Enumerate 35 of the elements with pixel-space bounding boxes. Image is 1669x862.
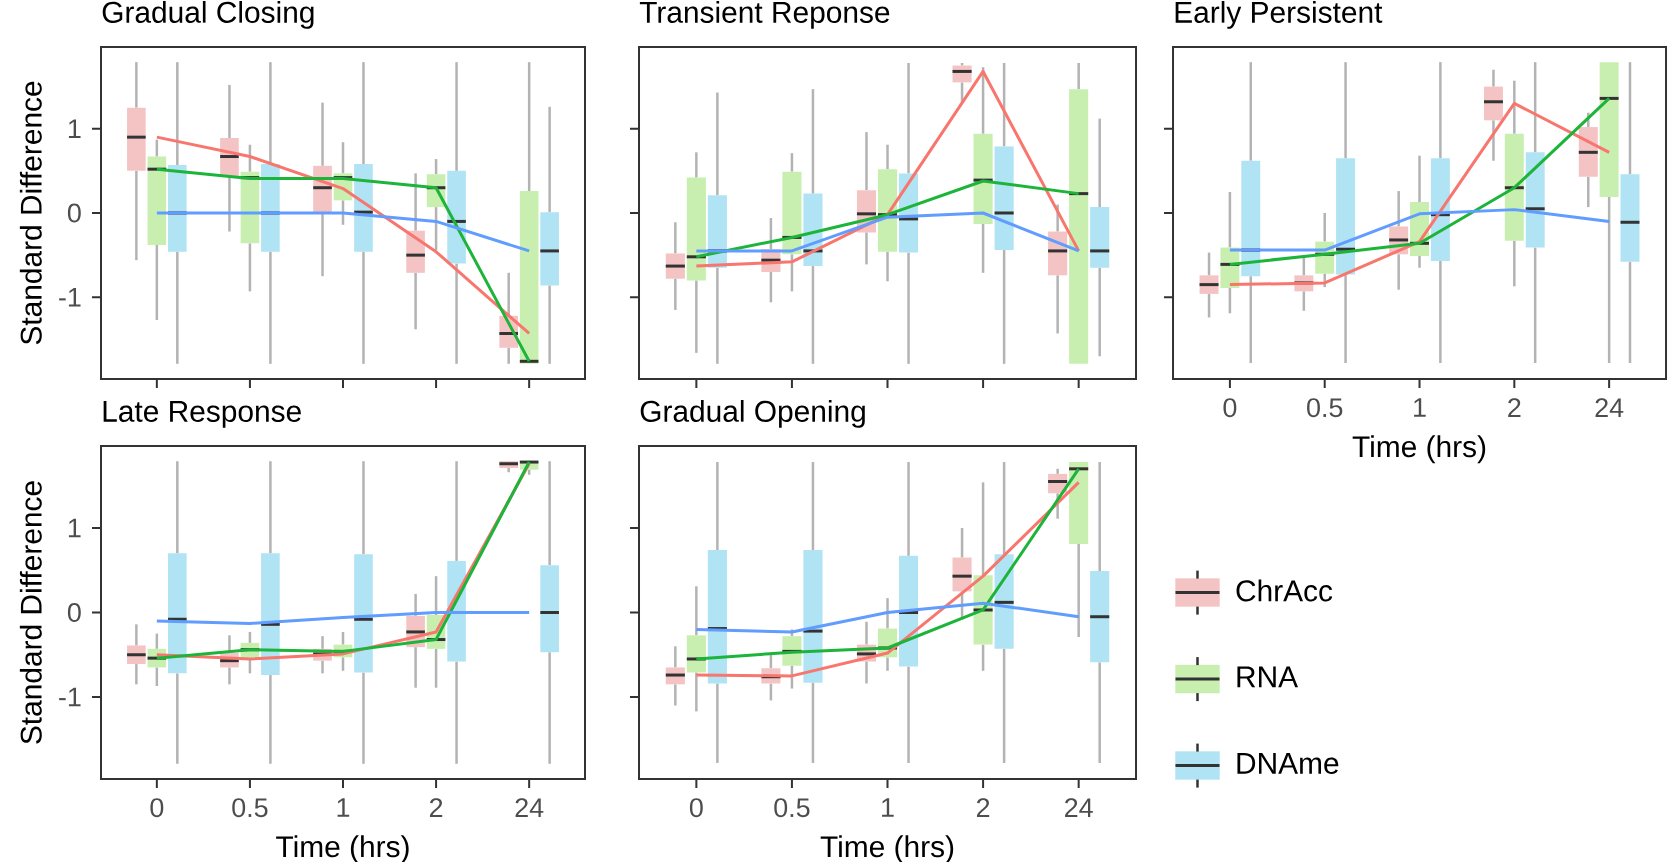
chart-title: Late Response bbox=[103, 401, 301, 428]
legend-label: RNA bbox=[1237, 666, 1299, 688]
x-tick-label: 0.5 bbox=[774, 798, 810, 818]
legend-label: DNAme bbox=[1237, 753, 1339, 774]
line-series bbox=[155, 135, 531, 335]
chart-title: Gradual Opening bbox=[640, 400, 865, 428]
x-tick-label: 0.5 bbox=[1307, 398, 1343, 418]
x-axis-title: Time (hrs) bbox=[1352, 435, 1486, 464]
y-tick-label: -1 bbox=[59, 288, 81, 307]
x-tick-label: 0 bbox=[1223, 398, 1237, 418]
y-tick-label: 1 bbox=[68, 119, 81, 138]
line-series bbox=[155, 611, 531, 625]
x-tick-label: 2 bbox=[1508, 398, 1521, 417]
y-axis-title: Standard Difference bbox=[19, 481, 42, 744]
chart-title: Early Persistent bbox=[1175, 1, 1383, 29]
x-tick-label: 1 bbox=[882, 798, 894, 817]
line-series bbox=[155, 167, 531, 363]
chart-title: Transient Reponse bbox=[639, 0, 890, 29]
y-tick-label: 0 bbox=[67, 203, 81, 223]
x-tick-label: 2 bbox=[429, 798, 443, 817]
legend-label: ChrAcc bbox=[1236, 579, 1333, 602]
x-tick-label: 24 bbox=[515, 798, 544, 817]
x-tick-label: 2 bbox=[976, 798, 990, 817]
x-tick-label: 1 bbox=[337, 798, 350, 817]
y-axis-title: Standard Difference bbox=[19, 81, 42, 345]
x-tick-label: 0 bbox=[150, 798, 164, 818]
y-tick-label: 1 bbox=[68, 518, 81, 538]
chart-title: Gradual Closing bbox=[102, 0, 314, 29]
y-tick-label: -1 bbox=[59, 687, 81, 707]
x-tick-label: 1 bbox=[1414, 398, 1426, 417]
x-tick-label: 0.5 bbox=[232, 798, 268, 818]
x-tick-label: 0 bbox=[689, 798, 703, 818]
x-tick-label: 24 bbox=[1065, 798, 1093, 817]
y-tick-label: 0 bbox=[67, 602, 81, 623]
x-tick-label: 24 bbox=[1595, 398, 1624, 417]
